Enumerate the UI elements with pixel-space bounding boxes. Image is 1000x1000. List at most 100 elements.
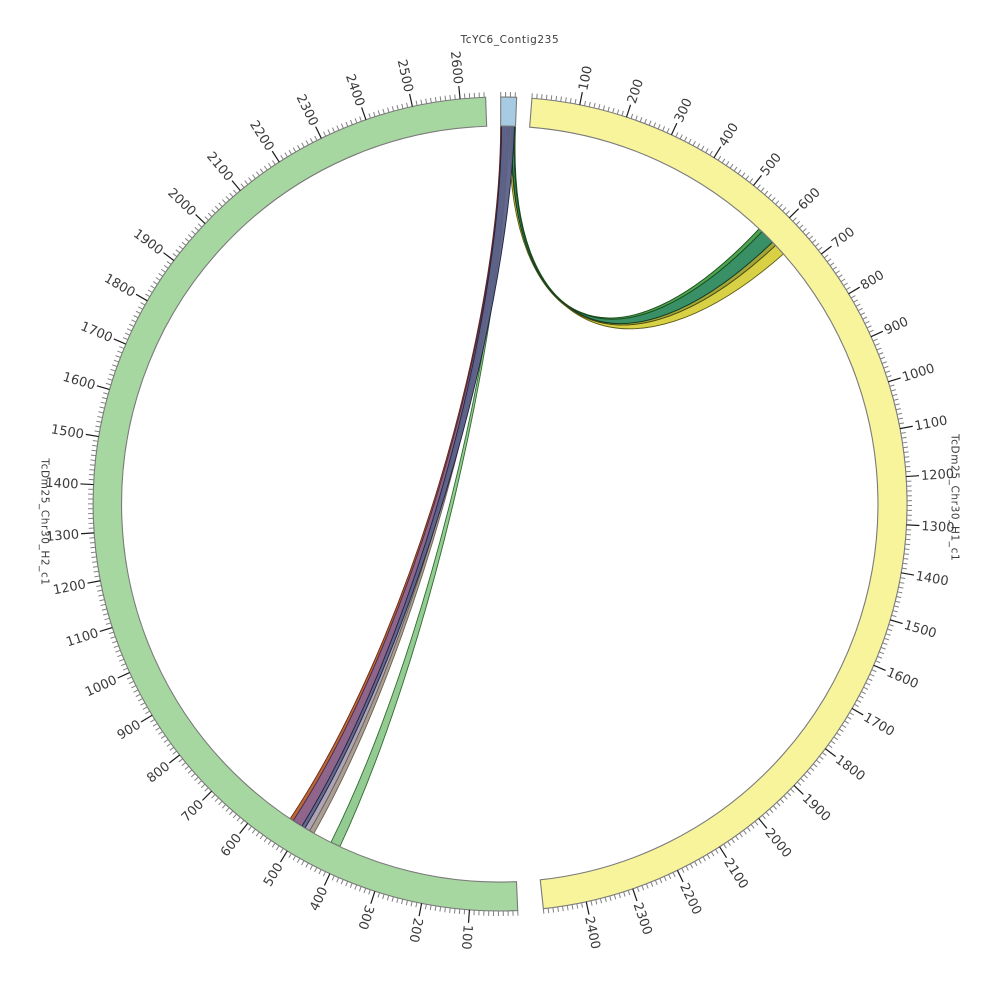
tick-label-h2-1500: 1500 — [50, 422, 85, 442]
minor-tick — [449, 907, 451, 913]
minor-tick — [830, 740, 836, 745]
minor-tick — [607, 106, 610, 112]
minor-tick — [211, 209, 216, 214]
major-tick — [851, 707, 864, 716]
minor-tick — [454, 94, 456, 100]
minor-tick — [840, 278, 846, 283]
minor-tick — [698, 858, 702, 864]
minor-tick — [309, 865, 313, 870]
tick-label-h2-1100: 1100 — [64, 626, 100, 650]
minor-tick — [163, 739, 169, 743]
minor-tick — [292, 147, 297, 153]
minor-tick — [701, 145, 705, 151]
minor-tick — [715, 849, 719, 854]
minor-tick — [396, 104, 399, 111]
major-tick — [713, 146, 722, 159]
minor-tick — [187, 769, 193, 774]
minor-tick — [99, 406, 105, 409]
tick-label-h2-1600: 1600 — [61, 370, 97, 394]
minor-tick — [745, 175, 750, 180]
minor-tick — [150, 285, 156, 289]
minor-tick — [890, 389, 896, 392]
minor-tick — [222, 199, 227, 204]
minor-tick — [545, 94, 548, 100]
minor-tick — [829, 262, 835, 267]
major-tick — [279, 850, 288, 863]
minor-tick — [410, 901, 413, 907]
minor-tick — [668, 874, 672, 880]
minor-tick — [137, 306, 143, 310]
minor-tick — [903, 451, 909, 454]
minor-tick — [571, 904, 574, 910]
tick-label-h1-1000: 1000 — [901, 361, 937, 385]
tick-label-h1-2200: 2200 — [676, 881, 704, 917]
minor-tick — [229, 810, 234, 816]
minor-tick — [666, 128, 670, 134]
ribbon-links — [289, 125, 784, 847]
minor-tick — [565, 97, 567, 103]
minor-tick — [602, 105, 606, 111]
minor-tick — [396, 897, 399, 903]
tick-label-h1-1800: 1800 — [832, 753, 867, 785]
minor-tick — [874, 343, 880, 346]
minor-tick — [204, 216, 209, 221]
minor-tick — [340, 879, 344, 885]
minor-tick — [817, 246, 823, 251]
minor-tick — [430, 97, 432, 103]
minor-tick — [889, 384, 895, 387]
minor-tick — [838, 728, 844, 733]
tick-label-h2-1900: 1900 — [130, 227, 165, 259]
minor-tick — [795, 220, 801, 226]
minor-tick — [271, 842, 276, 848]
minor-tick — [574, 98, 577, 105]
major-tick — [113, 338, 126, 345]
minor-tick — [248, 826, 252, 831]
link-yellow — [509, 125, 784, 330]
minor-tick — [832, 266, 838, 271]
minor-tick — [429, 905, 432, 911]
minor-tick — [336, 877, 340, 883]
minor-tick — [663, 876, 667, 882]
minor-tick — [897, 417, 904, 420]
minor-tick — [641, 885, 645, 891]
minor-tick — [251, 828, 256, 834]
minor-tick — [345, 121, 349, 127]
minor-tick — [444, 907, 446, 913]
minor-tick — [259, 834, 264, 840]
minor-tick — [886, 375, 892, 378]
minor-tick — [892, 393, 898, 397]
tick-label-h2-400: 400 — [307, 885, 331, 914]
major-tick — [752, 174, 763, 186]
tick-label-h2-900: 900 — [115, 718, 144, 744]
minor-tick — [318, 869, 322, 875]
minor-tick — [650, 881, 654, 887]
tick-label-h1-600: 600 — [795, 185, 823, 213]
minor-tick — [562, 906, 564, 912]
minor-tick — [706, 854, 711, 859]
minor-tick — [593, 103, 596, 109]
minor-tick — [888, 624, 894, 627]
minor-tick — [280, 154, 284, 160]
minor-tick — [105, 622, 111, 625]
minor-tick — [103, 613, 109, 616]
minor-tick — [811, 239, 817, 244]
minor-tick — [792, 217, 797, 222]
major-tick — [719, 846, 728, 858]
tick-label-h2-600: 600 — [218, 831, 245, 860]
minor-tick — [542, 908, 545, 914]
minor-tick — [129, 323, 134, 327]
minor-tick — [382, 108, 385, 114]
minor-tick — [236, 816, 241, 822]
minor-tick — [778, 203, 783, 209]
minor-tick — [783, 795, 788, 800]
minor-tick — [345, 881, 349, 887]
link-lavender — [304, 125, 507, 832]
minor-tick — [354, 884, 358, 890]
minor-tick — [214, 797, 219, 802]
minor-tick — [117, 654, 123, 658]
tick-label-h1-500: 500 — [758, 150, 785, 179]
tick-label-h2-2500: 2500 — [394, 58, 416, 94]
minor-tick — [675, 132, 679, 138]
minor-tick — [866, 325, 872, 329]
